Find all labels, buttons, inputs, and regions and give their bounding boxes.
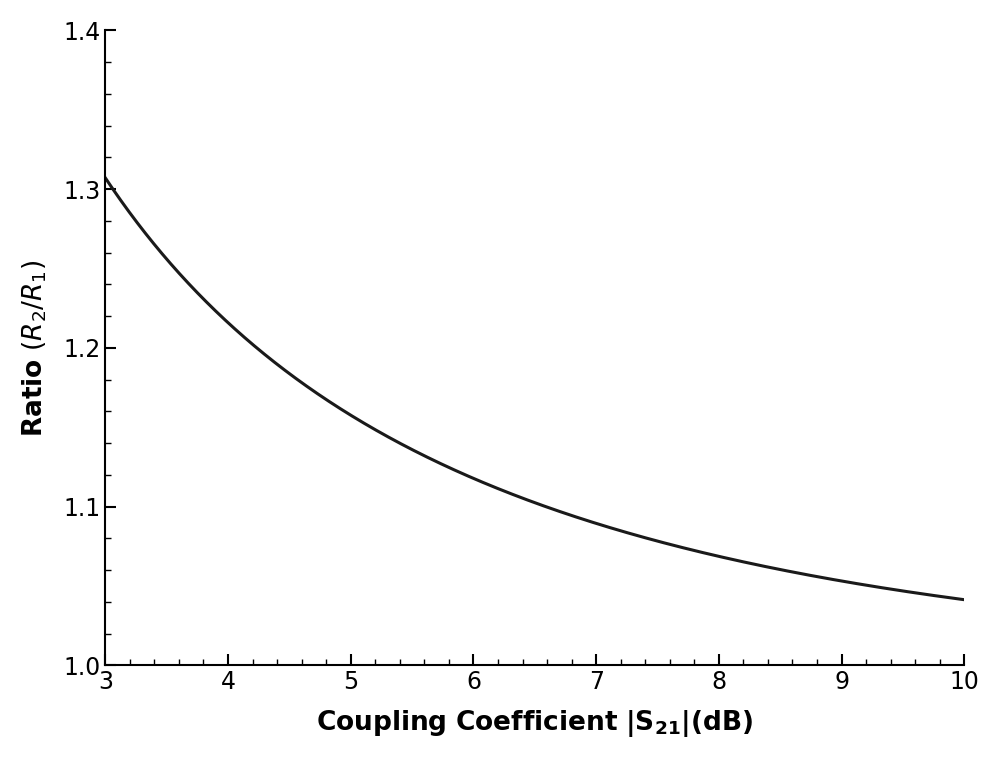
Y-axis label: $\mathbf{Ratio}\ \mathit{(R_2/R_1)}$: $\mathbf{Ratio}\ \mathit{(R_2/R_1)}$ bbox=[21, 259, 49, 436]
X-axis label: $\mathbf{Coupling\ Coefficient\ |S_{21}|(dB)}$: $\mathbf{Coupling\ Coefficient\ |S_{21}|… bbox=[316, 708, 753, 739]
